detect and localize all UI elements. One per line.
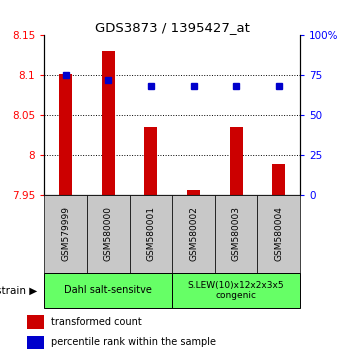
Bar [272, 164, 285, 195]
Title: GDS3873 / 1395427_at: GDS3873 / 1395427_at [95, 21, 250, 34]
Bar [172, 195, 215, 273]
Text: transformed count: transformed count [51, 317, 142, 327]
Text: GSM580002: GSM580002 [189, 206, 198, 261]
Text: GSM580004: GSM580004 [274, 206, 283, 261]
Bar [59, 74, 72, 195]
Bar [215, 195, 257, 273]
Bar [257, 195, 300, 273]
Text: strain ▶: strain ▶ [0, 285, 38, 295]
Bar [230, 127, 242, 195]
Text: GSM579999: GSM579999 [61, 206, 70, 261]
Bar [44, 273, 172, 308]
Bar [130, 195, 172, 273]
Bar [187, 190, 200, 195]
Text: GSM580001: GSM580001 [146, 206, 155, 261]
Text: GSM580003: GSM580003 [232, 206, 241, 261]
Bar [27, 315, 44, 329]
Text: Dahl salt-sensitve: Dahl salt-sensitve [64, 285, 152, 295]
Bar [172, 273, 300, 308]
Bar [145, 127, 157, 195]
Text: GSM580000: GSM580000 [104, 206, 113, 261]
Bar [44, 195, 87, 273]
Bar [102, 51, 115, 195]
Bar [27, 336, 44, 349]
Text: percentile rank within the sample: percentile rank within the sample [51, 337, 216, 348]
Text: S.LEW(10)x12x2x3x5
congenic: S.LEW(10)x12x2x3x5 congenic [188, 281, 284, 300]
Bar [87, 195, 130, 273]
